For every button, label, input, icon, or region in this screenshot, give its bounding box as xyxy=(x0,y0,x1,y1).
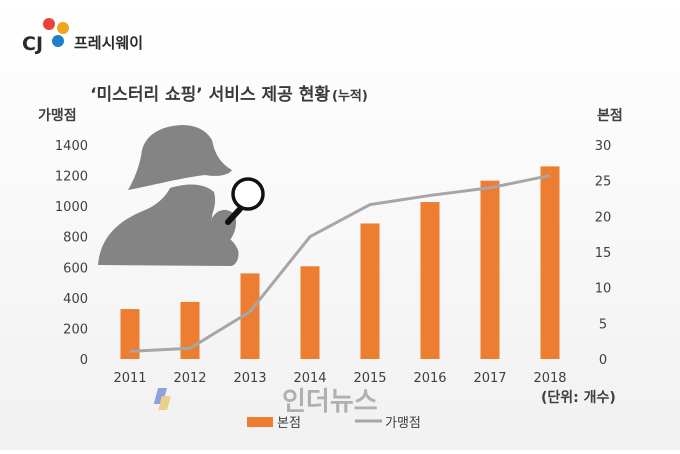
x-tick-label: 2014 xyxy=(293,371,326,386)
left-tick-label: 1200 xyxy=(55,170,88,185)
bar xyxy=(300,266,320,359)
bar xyxy=(180,301,200,359)
x-tick-label: 2011 xyxy=(113,371,146,386)
brand-cj-text: CJ xyxy=(22,33,43,55)
x-tick-label: 2015 xyxy=(353,371,386,386)
left-tick-label: 200 xyxy=(63,322,88,337)
x-tick-label: 2012 xyxy=(173,371,206,386)
x-tick-label: 2013 xyxy=(233,371,266,386)
magnifier-handle xyxy=(225,206,243,225)
right-axis-label: 본점 xyxy=(597,107,623,124)
chart-title-group: ‘미스터리 쇼핑’ 서비스 제공 현황 (누적) xyxy=(90,85,368,105)
series-line xyxy=(129,174,551,353)
bar xyxy=(480,180,500,359)
left-tick-label: 1400 xyxy=(55,139,88,154)
logo-dot-red xyxy=(43,18,55,30)
bar xyxy=(120,309,140,359)
brand-name: 프레시웨이 xyxy=(74,34,143,52)
left-axis-ticks: 0 200 400 600 800 1000 1200 1400 xyxy=(55,139,88,368)
right-tick-label: 0 xyxy=(599,353,607,368)
unit-note: (단위: 개수) xyxy=(541,389,616,406)
left-tick-label: 1000 xyxy=(55,200,88,215)
right-tick-label: 20 xyxy=(595,210,612,225)
legend-label-bar: 본점 xyxy=(277,416,301,431)
left-axis-label: 가맹점 xyxy=(38,107,77,124)
x-tick-label: 2018 xyxy=(533,371,566,386)
x-tick-label: 2017 xyxy=(473,371,506,386)
right-axis-ticks: 0 5 10 15 20 25 30 xyxy=(595,139,612,368)
right-tick-label: 10 xyxy=(595,282,612,297)
detective-body xyxy=(98,184,239,266)
x-axis-ticks: 2011 2012 2013 2014 2015 2016 2017 2018 xyxy=(113,371,566,386)
watermark: 인더뉴스 xyxy=(153,387,378,417)
right-tick-label: 5 xyxy=(599,317,607,332)
bar xyxy=(360,223,380,359)
watermark-logo-yellow xyxy=(158,396,171,410)
chart-title: ‘미스터리 쇼핑’ 서비스 제공 현황 xyxy=(90,85,330,105)
bar xyxy=(420,202,440,359)
left-tick-label: 400 xyxy=(63,292,88,307)
right-tick-label: 15 xyxy=(595,246,612,261)
left-tick-label: 800 xyxy=(63,231,88,246)
magnifier-icon xyxy=(231,177,265,211)
chart-title-suffix: (누적) xyxy=(332,88,368,104)
bar xyxy=(240,273,260,359)
legend-label-line: 가맹점 xyxy=(385,416,421,431)
bar-series xyxy=(120,166,560,359)
detective-hat xyxy=(128,125,232,190)
legend: 본점 가맹점 xyxy=(247,416,421,431)
left-tick-label: 600 xyxy=(63,261,88,276)
logo-dot-blue xyxy=(52,35,64,47)
legend-swatch-bar xyxy=(247,417,273,427)
x-tick-label: 2016 xyxy=(413,371,446,386)
right-tick-label: 25 xyxy=(595,175,612,190)
line-series xyxy=(129,174,551,353)
right-tick-label: 30 xyxy=(595,139,612,154)
brand-logo: CJ 프레시웨이 xyxy=(22,18,143,55)
detective-illustration xyxy=(98,125,265,266)
bar xyxy=(540,166,560,359)
watermark-text: 인더뉴스 xyxy=(282,387,378,417)
logo-dot-orange xyxy=(57,22,69,34)
left-tick-label: 0 xyxy=(80,353,88,368)
